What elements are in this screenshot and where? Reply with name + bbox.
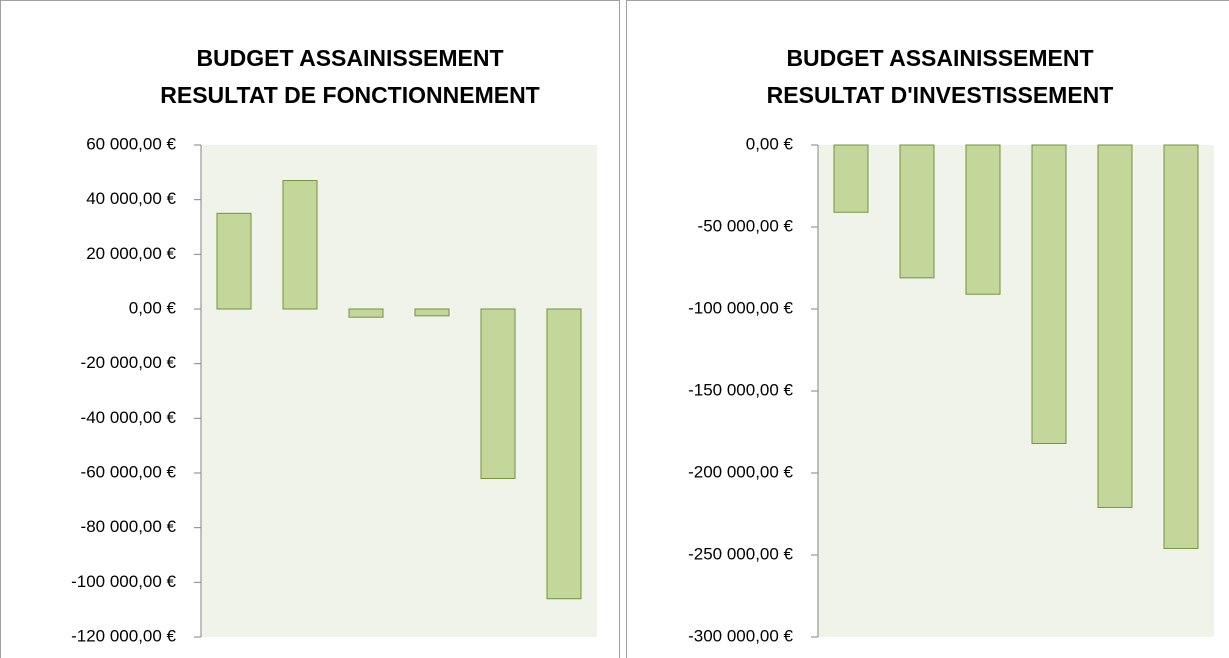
bar	[546, 308, 582, 600]
y-tick-label: 20 000,00 €	[86, 244, 176, 263]
bar	[414, 308, 450, 317]
chart-title: BUDGET ASSAINISSEMENT	[196, 45, 503, 71]
y-tick-label: -300 000,00 €	[688, 626, 793, 645]
y-tick-label: -60 000,00 €	[81, 462, 177, 481]
y-tick-label: -20 000,00 €	[81, 353, 177, 372]
plot-area	[818, 145, 1214, 637]
y-tick-label: -40 000,00 €	[81, 408, 177, 427]
y-tick-label: -100 000,00 €	[71, 572, 176, 591]
chart-title: RESULTAT D'INVESTISSEMENT	[767, 82, 1114, 108]
bar	[480, 308, 516, 479]
y-tick-label: 0,00 €	[746, 134, 794, 153]
bar	[899, 144, 935, 279]
y-tick-label: 0,00 €	[129, 298, 177, 317]
y-tick-label: -100 000,00 €	[688, 298, 793, 317]
y-tick-label: -120 000,00 €	[71, 626, 176, 645]
bar	[1163, 144, 1199, 549]
y-tick-label: -250 000,00 €	[688, 544, 793, 563]
bar	[1097, 144, 1133, 508]
bar	[216, 212, 252, 310]
bar	[348, 308, 384, 318]
y-tick-label: -150 000,00 €	[688, 380, 793, 399]
y-tick-label: -80 000,00 €	[81, 517, 177, 536]
y-tick-label: -200 000,00 €	[688, 462, 793, 481]
plot-area	[201, 145, 597, 637]
bar	[833, 144, 869, 213]
y-tick-label: -50 000,00 €	[698, 216, 794, 235]
y-tick-label: 40 000,00 €	[86, 189, 176, 208]
chart-title: RESULTAT DE FONCTIONNEMENT	[160, 82, 539, 108]
bar	[282, 180, 318, 310]
chart-title: BUDGET ASSAINISSEMENT	[786, 45, 1093, 71]
bar	[965, 144, 1001, 295]
y-tick-label: 60 000,00 €	[86, 134, 176, 153]
bar	[1031, 144, 1067, 444]
